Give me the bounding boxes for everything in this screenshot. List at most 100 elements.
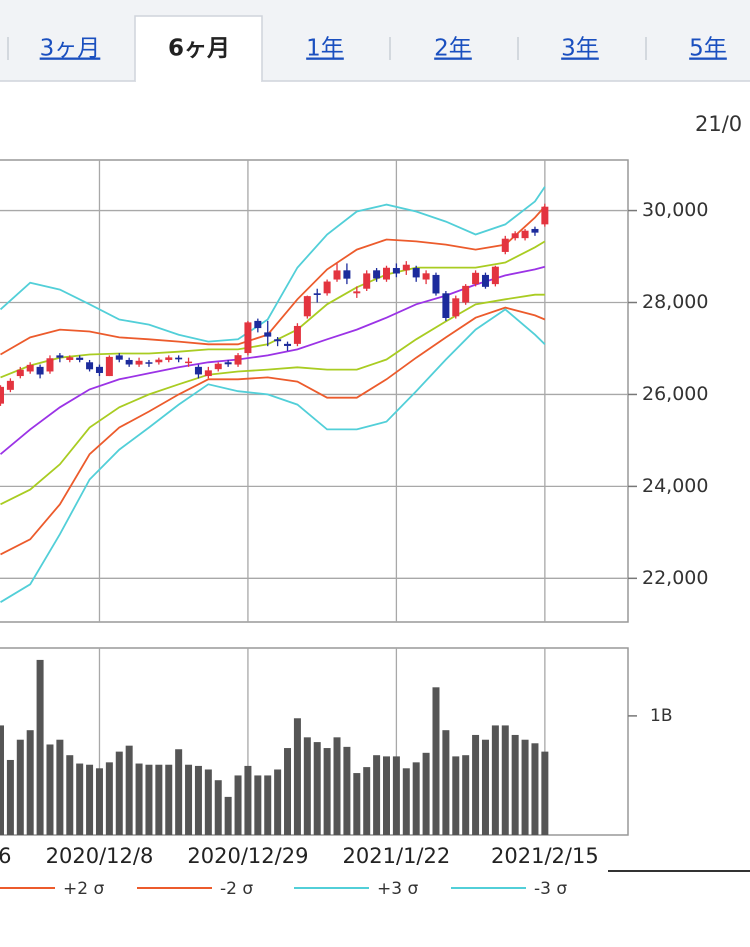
y-tick-label: 24,000 (642, 475, 708, 497)
legend-label: +2 σ (63, 879, 104, 899)
volume-bar (6, 759, 14, 835)
x-tick-label: 2020/12/29 (187, 844, 308, 868)
candle-body (333, 270, 341, 280)
candle-body (293, 325, 301, 344)
band-line (0, 308, 546, 603)
volume-bar (56, 739, 64, 835)
volume-bar (402, 768, 410, 835)
tab[interactable]: 3ヶ月 (40, 36, 101, 62)
y-tick-label: 22,000 (642, 567, 708, 589)
band-line (0, 293, 545, 506)
band-line (0, 265, 546, 455)
candle-body (26, 364, 34, 372)
candle-body (442, 293, 450, 318)
volume-bar (353, 773, 361, 835)
volume-bar (452, 756, 460, 835)
volume-bar (462, 755, 470, 835)
header-date: 21/0 (695, 112, 742, 136)
candle-body (36, 366, 44, 375)
candle-body (462, 285, 470, 303)
volume-bar (432, 687, 440, 835)
candle-body (95, 366, 103, 373)
tab-bar (0, 0, 750, 81)
volume-bar (46, 744, 54, 835)
candle-body (313, 293, 321, 295)
volume-bar (224, 796, 232, 835)
band-line (0, 240, 546, 379)
candle-body (392, 268, 400, 274)
volume-bar (0, 725, 4, 835)
legend-label: -2 σ (220, 879, 253, 899)
tab[interactable]: 3年 (561, 36, 599, 62)
candle-body (432, 274, 440, 294)
volume-bar (115, 751, 123, 835)
candle-body (175, 357, 183, 360)
volume-bar (135, 763, 143, 835)
candle-body (135, 360, 143, 365)
volume-bar (145, 764, 153, 835)
volume-bar (373, 755, 381, 835)
volume-bar (36, 659, 44, 835)
candle-body (521, 230, 529, 239)
volume-bar (16, 739, 24, 835)
volume-bar (165, 764, 173, 835)
x-tick-label: 2021/1/22 (343, 844, 451, 868)
candle-body (214, 363, 222, 370)
volume-bar (442, 730, 450, 835)
volume-bar (244, 765, 252, 835)
volume-bar (194, 765, 202, 835)
tab-separators (7, 37, 647, 60)
plot: 22,000 24,000 26,000 28,000 30,000 1B 2020/11/… (0, 159, 708, 899)
candle-body (234, 355, 242, 365)
candle-body (511, 233, 519, 239)
candle-body (491, 266, 499, 285)
candle-body (145, 362, 153, 364)
candle-body (16, 369, 24, 377)
candle-body (472, 272, 480, 285)
volume-bar (185, 764, 193, 835)
candle-body (224, 362, 232, 365)
band-line (0, 205, 546, 356)
candle-body (66, 357, 74, 360)
tabs: 3ヶ月 6ヶ月 1年 2年 3年 5年 (40, 36, 727, 62)
candle-body (274, 339, 282, 342)
tab[interactable]: 1年 (306, 36, 344, 62)
candle-body (531, 228, 539, 233)
band-line (0, 306, 546, 556)
candle-body (422, 273, 430, 280)
volume-bar (254, 775, 262, 835)
tab[interactable]: 5年 (689, 36, 727, 62)
volume-bar (86, 764, 94, 835)
candle-body (56, 355, 64, 358)
selected-tab-fill (136, 17, 261, 83)
tab[interactable]: 2年 (434, 36, 472, 62)
candle-body (541, 206, 549, 225)
candle-body (373, 270, 381, 279)
candle-body (105, 356, 113, 377)
candle-body (194, 366, 202, 375)
x-tick-label: 2021/2/15 (491, 844, 599, 868)
volume-panel (0, 647, 629, 836)
y-tick-label: 30,000 (642, 199, 708, 221)
volume-bar (76, 763, 84, 835)
price-panel (0, 159, 629, 623)
volume-bar (511, 734, 519, 835)
volume-bar (521, 739, 529, 835)
volume-bar (333, 737, 341, 835)
volume-bar (363, 767, 371, 835)
volume-bar (175, 749, 183, 835)
candle-body (86, 362, 94, 370)
candle-body (284, 343, 292, 346)
x-tick-label: 2020/12/8 (46, 844, 154, 868)
candle-body (501, 238, 509, 252)
candle-body (323, 281, 331, 294)
candle-body (303, 296, 311, 317)
volume-bar (501, 725, 509, 835)
candle-body (204, 370, 212, 377)
volume-bar (293, 718, 301, 835)
volume-bar (481, 739, 489, 835)
volume-bar (491, 725, 499, 835)
volume-bar (412, 762, 420, 835)
